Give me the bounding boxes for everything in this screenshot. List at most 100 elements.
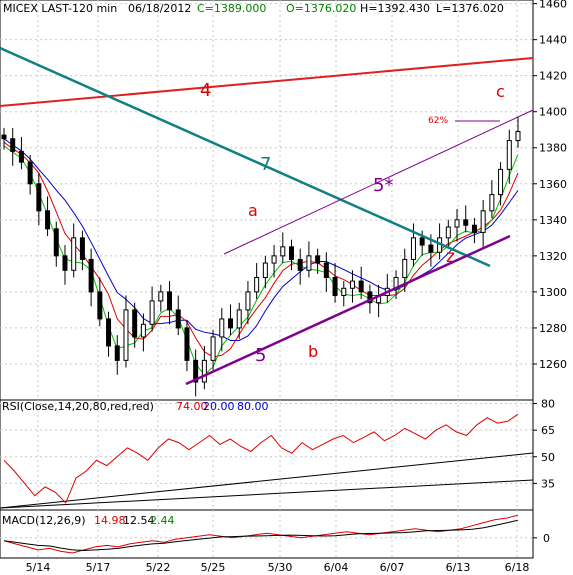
rsi-value-1: 74.00	[176, 400, 208, 413]
candle-body	[471, 224, 477, 233]
candle-body	[323, 262, 329, 278]
candle-body	[254, 276, 260, 293]
candle-body	[53, 228, 59, 257]
candle-body	[97, 291, 103, 320]
rsi-value-2: 20.00	[203, 400, 235, 413]
candle-body	[402, 258, 408, 278]
rsi-trendline-upper	[0, 452, 534, 509]
x-tick-label: 5/22	[146, 561, 171, 574]
candle-body	[271, 255, 277, 264]
price-tick-label: 1420	[539, 70, 567, 83]
candle-body	[175, 309, 181, 329]
ma-long-line	[3, 138, 519, 341]
candle-body	[123, 309, 129, 361]
candle-body	[184, 327, 190, 361]
candle-body	[79, 237, 85, 260]
candle-body	[62, 255, 68, 271]
candle-body	[454, 219, 460, 228]
candle-body	[332, 276, 338, 296]
candle-body	[498, 168, 504, 196]
price-tick-label: 1460	[539, 0, 567, 11]
candle-body	[158, 291, 164, 302]
header-open: O=1376.020	[286, 2, 356, 15]
x-tick-label: 6/07	[380, 561, 405, 574]
x-tick-label: 5/17	[86, 561, 111, 574]
candle-body	[167, 291, 173, 311]
candle-body	[489, 194, 495, 212]
candle-body	[445, 226, 451, 239]
candle-body	[428, 244, 434, 253]
price-panel-frame	[0, 0, 534, 401]
candle-body	[367, 291, 373, 304]
candle-body	[358, 280, 364, 293]
candle-body	[245, 291, 251, 311]
candle-body	[262, 262, 268, 278]
candle-body	[463, 219, 469, 226]
price-tick-label: 1280	[539, 322, 567, 335]
price-tick-label: 1440	[539, 34, 567, 47]
annotation-5: 5	[255, 345, 266, 366]
candle-body	[132, 309, 138, 338]
candle-body	[114, 345, 120, 361]
rsi-tick-label: 80	[541, 398, 555, 411]
annotation-c: c	[496, 82, 505, 101]
macd-value-1: 14.98	[94, 514, 126, 527]
macd-value-2: 12.54	[123, 514, 155, 527]
x-tick-label: 6/18	[505, 561, 530, 574]
header-date: 06/18/2012	[128, 2, 191, 15]
candle-body	[106, 318, 112, 347]
header-low: L=1376.020	[436, 2, 504, 15]
rsi-line	[3, 413, 519, 504]
macd-tick-label: 0	[543, 532, 550, 545]
candle-body	[288, 246, 294, 260]
candle-body	[410, 237, 416, 260]
price-axis: 1260 1280 1300 1320 1340 1360 1380 1400 1420 1440…	[533, 0, 567, 371]
rsi-header-label: RSI(Close,14,20,80,red,red)	[2, 400, 154, 413]
x-tick-label: 5/25	[201, 561, 226, 574]
price-tick-label: 1400	[539, 106, 567, 119]
macd-header-label: MACD(12,26,9)	[2, 514, 86, 527]
x-tick-label: 5/14	[26, 561, 51, 574]
candle-body	[219, 318, 225, 338]
x-tick-label: 6/13	[446, 561, 471, 574]
price-tick-label: 1340	[539, 214, 567, 227]
price-grid	[0, 0, 533, 558]
annotation-a: a	[248, 201, 258, 220]
rsi-axis: 35 50 65 80	[533, 398, 555, 490]
candle-body	[45, 210, 51, 230]
rsi-value-3: 80.00	[237, 400, 269, 413]
candle-body	[149, 300, 155, 325]
trendline-7	[0, 46, 491, 268]
candle-body	[210, 336, 216, 361]
annotation-62-percent: 62%	[428, 116, 448, 126]
header-symbol: MICEX LAST-120 min	[3, 2, 117, 15]
candle-body	[341, 287, 347, 296]
trendline-4	[0, 57, 534, 107]
candle-body	[1, 134, 7, 140]
trendline-5	[185, 234, 511, 386]
candle-body	[506, 140, 512, 170]
price-tick-label: 1300	[539, 286, 567, 299]
candle-body	[193, 359, 199, 383]
candle-body	[140, 323, 146, 338]
rsi-tick-label: 35	[541, 477, 555, 490]
candle-body	[228, 318, 234, 329]
rsi-tick-label: 65	[541, 424, 555, 437]
candle-body	[236, 309, 242, 329]
annotation-4: 4	[200, 80, 211, 101]
price-tick-label: 1260	[539, 358, 567, 371]
header-close: C=1389.000	[197, 2, 266, 15]
price-tick-label: 1380	[539, 142, 567, 155]
candle-body	[480, 210, 486, 233]
annotation-7: 7	[260, 154, 271, 175]
macd-value-3: 2.44	[150, 514, 175, 527]
annotation-z: z	[446, 247, 455, 267]
candle-body	[306, 255, 312, 271]
annotation-b: b	[308, 342, 318, 361]
macd-signal-line	[3, 519, 519, 552]
rsi-grid	[0, 403, 533, 484]
candle-body	[10, 138, 16, 152]
rsi-trendline-lower	[0, 479, 534, 509]
x-tick-label: 5/30	[268, 561, 293, 574]
price-tick-label: 1320	[539, 250, 567, 263]
